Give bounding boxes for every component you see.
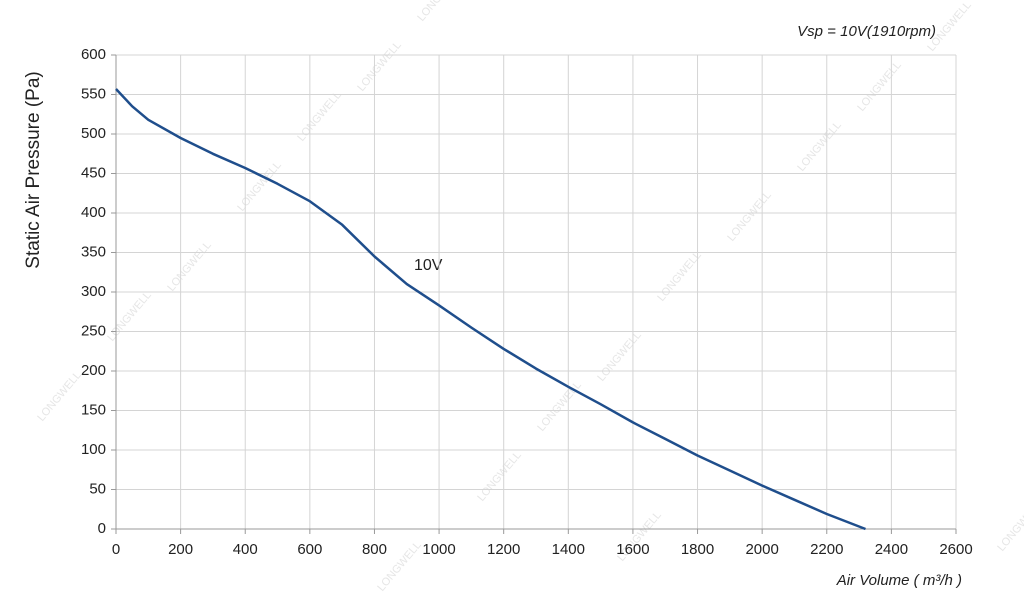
series-line xyxy=(115,88,866,531)
watermark: LONGWELL xyxy=(725,189,773,244)
x-tick-label: 0 xyxy=(112,541,120,558)
watermark: LONGWELL xyxy=(415,0,463,24)
y-tick-label: 450 xyxy=(81,164,106,181)
x-tick-label: 800 xyxy=(362,541,387,558)
x-tick-label: 2200 xyxy=(810,541,843,558)
x-tick-label: 1600 xyxy=(616,541,649,558)
x-tick-label: 1000 xyxy=(422,541,455,558)
watermark: LONGWELL xyxy=(35,369,83,424)
y-tick-label: 150 xyxy=(81,401,106,418)
x-tick-label: 2000 xyxy=(745,541,778,558)
y-tick-label: 100 xyxy=(81,441,106,458)
x-tick-label: 400 xyxy=(233,541,258,558)
y-tick-label: 500 xyxy=(81,125,106,142)
y-tick-label: 50 xyxy=(89,480,106,497)
x-tick-label: 600 xyxy=(297,541,322,558)
watermark: LONGWELL xyxy=(355,39,403,94)
y-tick-label: 350 xyxy=(81,243,106,260)
x-tick-label: 1400 xyxy=(552,541,585,558)
watermark: LONGWELL xyxy=(105,289,153,344)
watermark: LONGWELL xyxy=(995,499,1024,554)
watermark: LONGWELL xyxy=(655,249,703,304)
watermark: LONGWELL xyxy=(535,379,583,434)
watermark: LONGWELL xyxy=(855,59,903,114)
y-tick-label: 200 xyxy=(81,362,106,379)
watermark: LONGWELL xyxy=(795,119,843,174)
y-tick-label: 600 xyxy=(81,46,106,63)
watermark: LONGWELL xyxy=(165,239,213,294)
y-axis-label: Static Air Pressure (Pa) xyxy=(23,71,44,268)
x-tick-label: 1200 xyxy=(487,541,520,558)
watermark: LONGWELL xyxy=(595,329,643,384)
annotation: 10V xyxy=(414,257,443,274)
x-tick-label: 2400 xyxy=(875,541,908,558)
y-tick-label: 250 xyxy=(81,322,106,339)
x-tick-label: 1800 xyxy=(681,541,714,558)
y-tick-label: 400 xyxy=(81,204,106,221)
watermark: LONGWELL xyxy=(295,89,343,144)
y-tick-label: 300 xyxy=(81,283,106,300)
watermark: LONGWELL xyxy=(475,449,523,504)
chart-title: Vsp = 10V(1910rpm) xyxy=(797,23,936,40)
x-axis-label: Air Volume ( m³/h ) xyxy=(836,572,962,589)
x-tick-label: 2600 xyxy=(939,541,972,558)
x-tick-label: 200 xyxy=(168,541,193,558)
y-tick-label: 0 xyxy=(98,520,106,537)
y-tick-label: 550 xyxy=(81,85,106,102)
